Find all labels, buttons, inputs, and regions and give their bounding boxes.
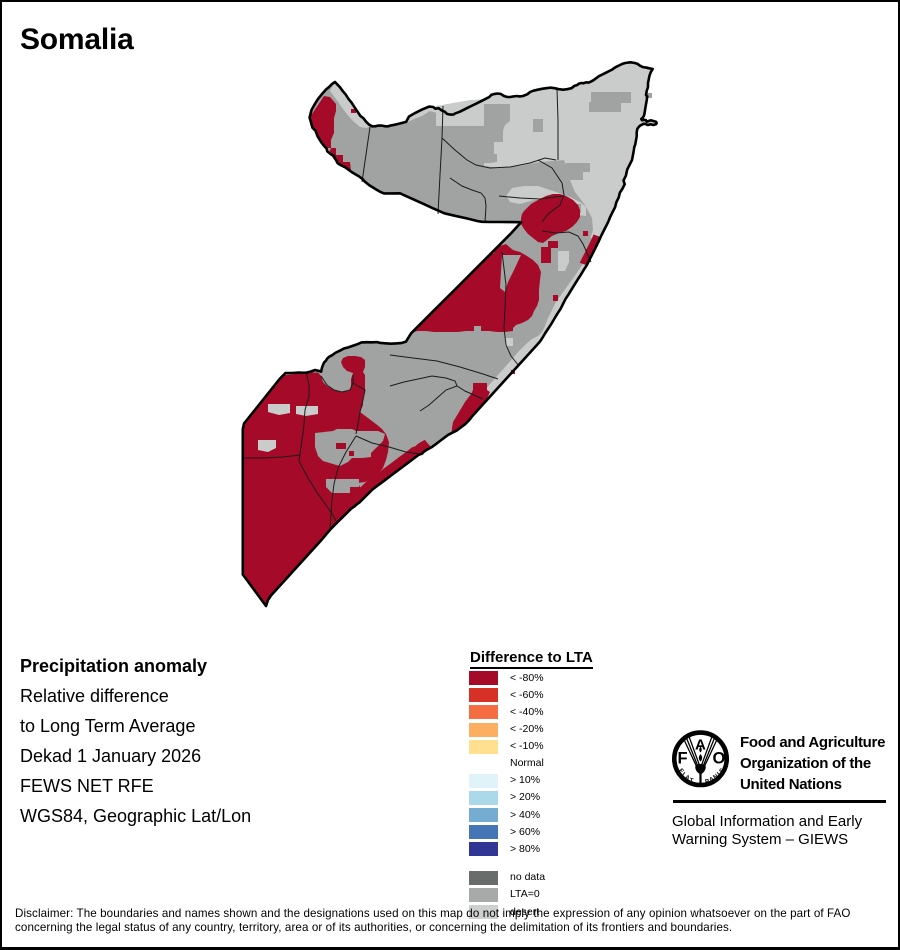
- svg-text:N: N: [712, 773, 720, 782]
- svg-text:F: F: [677, 767, 685, 775]
- svg-text:I: I: [680, 771, 686, 778]
- svg-text:O: O: [713, 750, 726, 768]
- svg-text:S: S: [718, 767, 726, 775]
- svg-text:T: T: [689, 777, 695, 785]
- svg-text:P: P: [704, 778, 710, 786]
- svg-text:A: A: [684, 774, 692, 783]
- svg-text:A: A: [695, 737, 706, 754]
- svg-text:F: F: [678, 750, 688, 768]
- svg-text:A: A: [708, 775, 715, 783]
- svg-text:I: I: [716, 771, 722, 777]
